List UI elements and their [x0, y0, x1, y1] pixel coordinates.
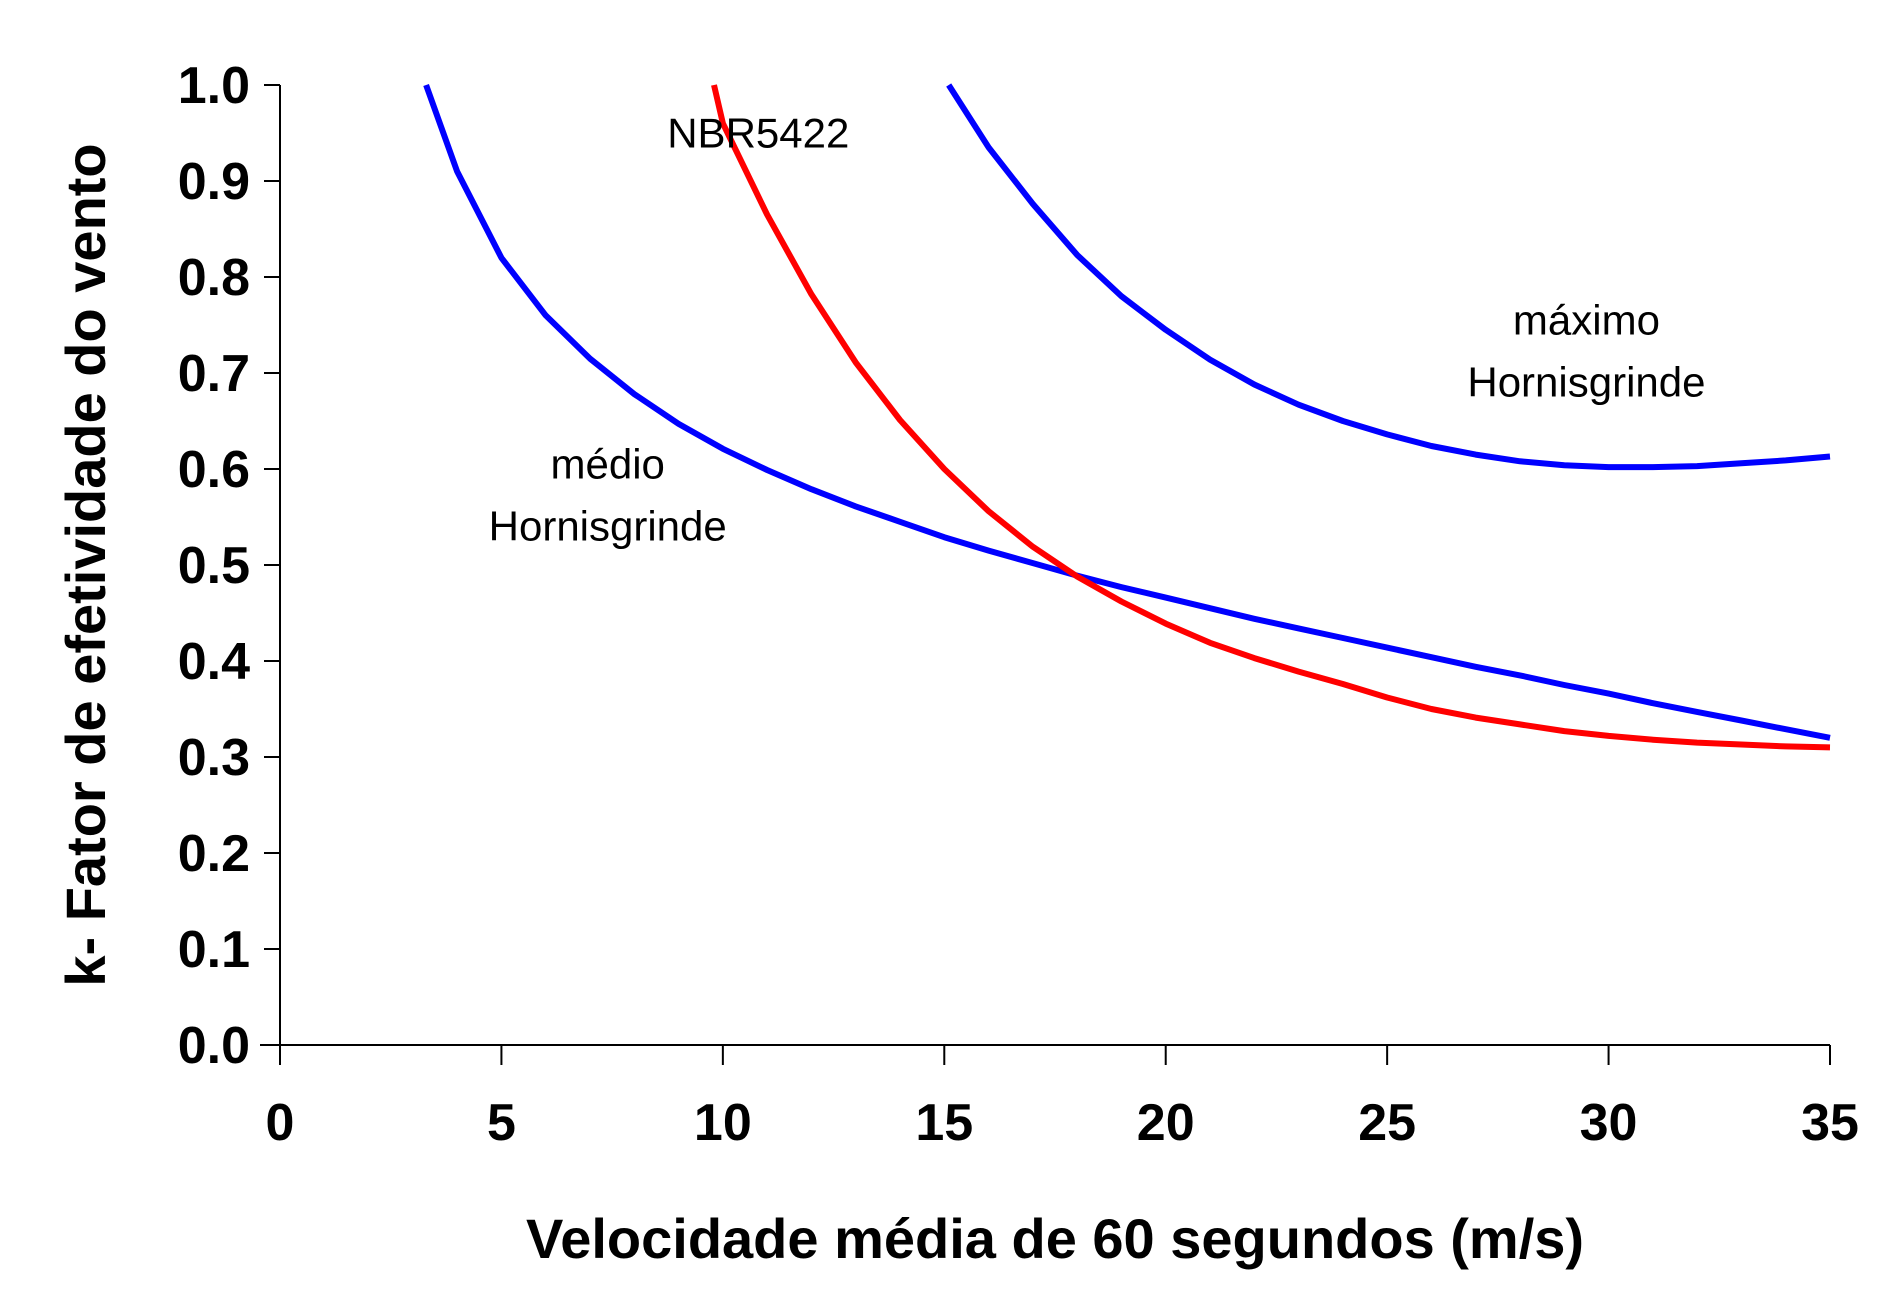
axes: 0.0 0.1 0.2 0.3 0.4 0.5 0.6 0.7 0.8 0.9 1.0 0 5 10 15…: [178, 57, 1859, 1152]
series-annotation-line: NBR5422: [667, 109, 849, 156]
series-annotation-line: Hornisgrinde: [489, 503, 727, 550]
series-annotation: máximo Hornisgrinde: [1467, 297, 1705, 406]
series-annotation-line: máximo: [1513, 297, 1660, 344]
series-layer: [423, 83, 1831, 751]
y-tick-label: 0.8: [178, 249, 250, 307]
y-tick-label: 0.0: [178, 1017, 250, 1075]
y-tick-label: 0.7: [178, 345, 250, 403]
y-tick-label: 0.4: [178, 633, 250, 691]
y-tick-label: 1.0: [178, 57, 250, 115]
series-line-2: [711, 84, 1831, 751]
series-annotation: NBR5422: [667, 109, 849, 156]
y-tick-label: 0.6: [178, 441, 250, 499]
x-tick-label: 20: [1137, 1094, 1195, 1152]
x-tick-label: 0: [266, 1094, 295, 1152]
x-tick-label: 35: [1801, 1094, 1859, 1152]
y-ticks: 0.0 0.1 0.2 0.3 0.4 0.5 0.6 0.7 0.8 0.9 1.0: [178, 57, 280, 1075]
y-axis-title: k- Fator de efetividade do vento: [54, 143, 117, 986]
y-tick-label: 0.1: [178, 921, 250, 979]
y-tick-label: 0.9: [178, 153, 250, 211]
annotation-layer: NBR5422 médio Hornisgrinde máximo Hornisgrin…: [489, 109, 1706, 549]
x-tick-label: 25: [1358, 1094, 1416, 1152]
series-line-3: [946, 83, 1831, 471]
y-tick-label: 0.5: [178, 537, 250, 595]
x-tick-label: 30: [1580, 1094, 1638, 1152]
x-tick-label: 5: [487, 1094, 516, 1152]
x-tick-label: 10: [694, 1094, 752, 1152]
x-tick-label: 15: [915, 1094, 973, 1152]
series-annotation-line: Hornisgrinde: [1467, 359, 1705, 406]
y-tick-label: 0.2: [178, 825, 250, 883]
series-line-1: [423, 83, 1831, 741]
series-annotation-line: médio: [551, 441, 665, 488]
x-axis-title: Velocidade média de 60 segundos (m/s): [526, 1207, 1584, 1270]
x-ticks: 0 5 10 15 20 25 30 35: [266, 1045, 1859, 1152]
series-annotation: médio Hornisgrinde: [489, 441, 727, 550]
y-tick-label: 0.3: [178, 729, 250, 787]
